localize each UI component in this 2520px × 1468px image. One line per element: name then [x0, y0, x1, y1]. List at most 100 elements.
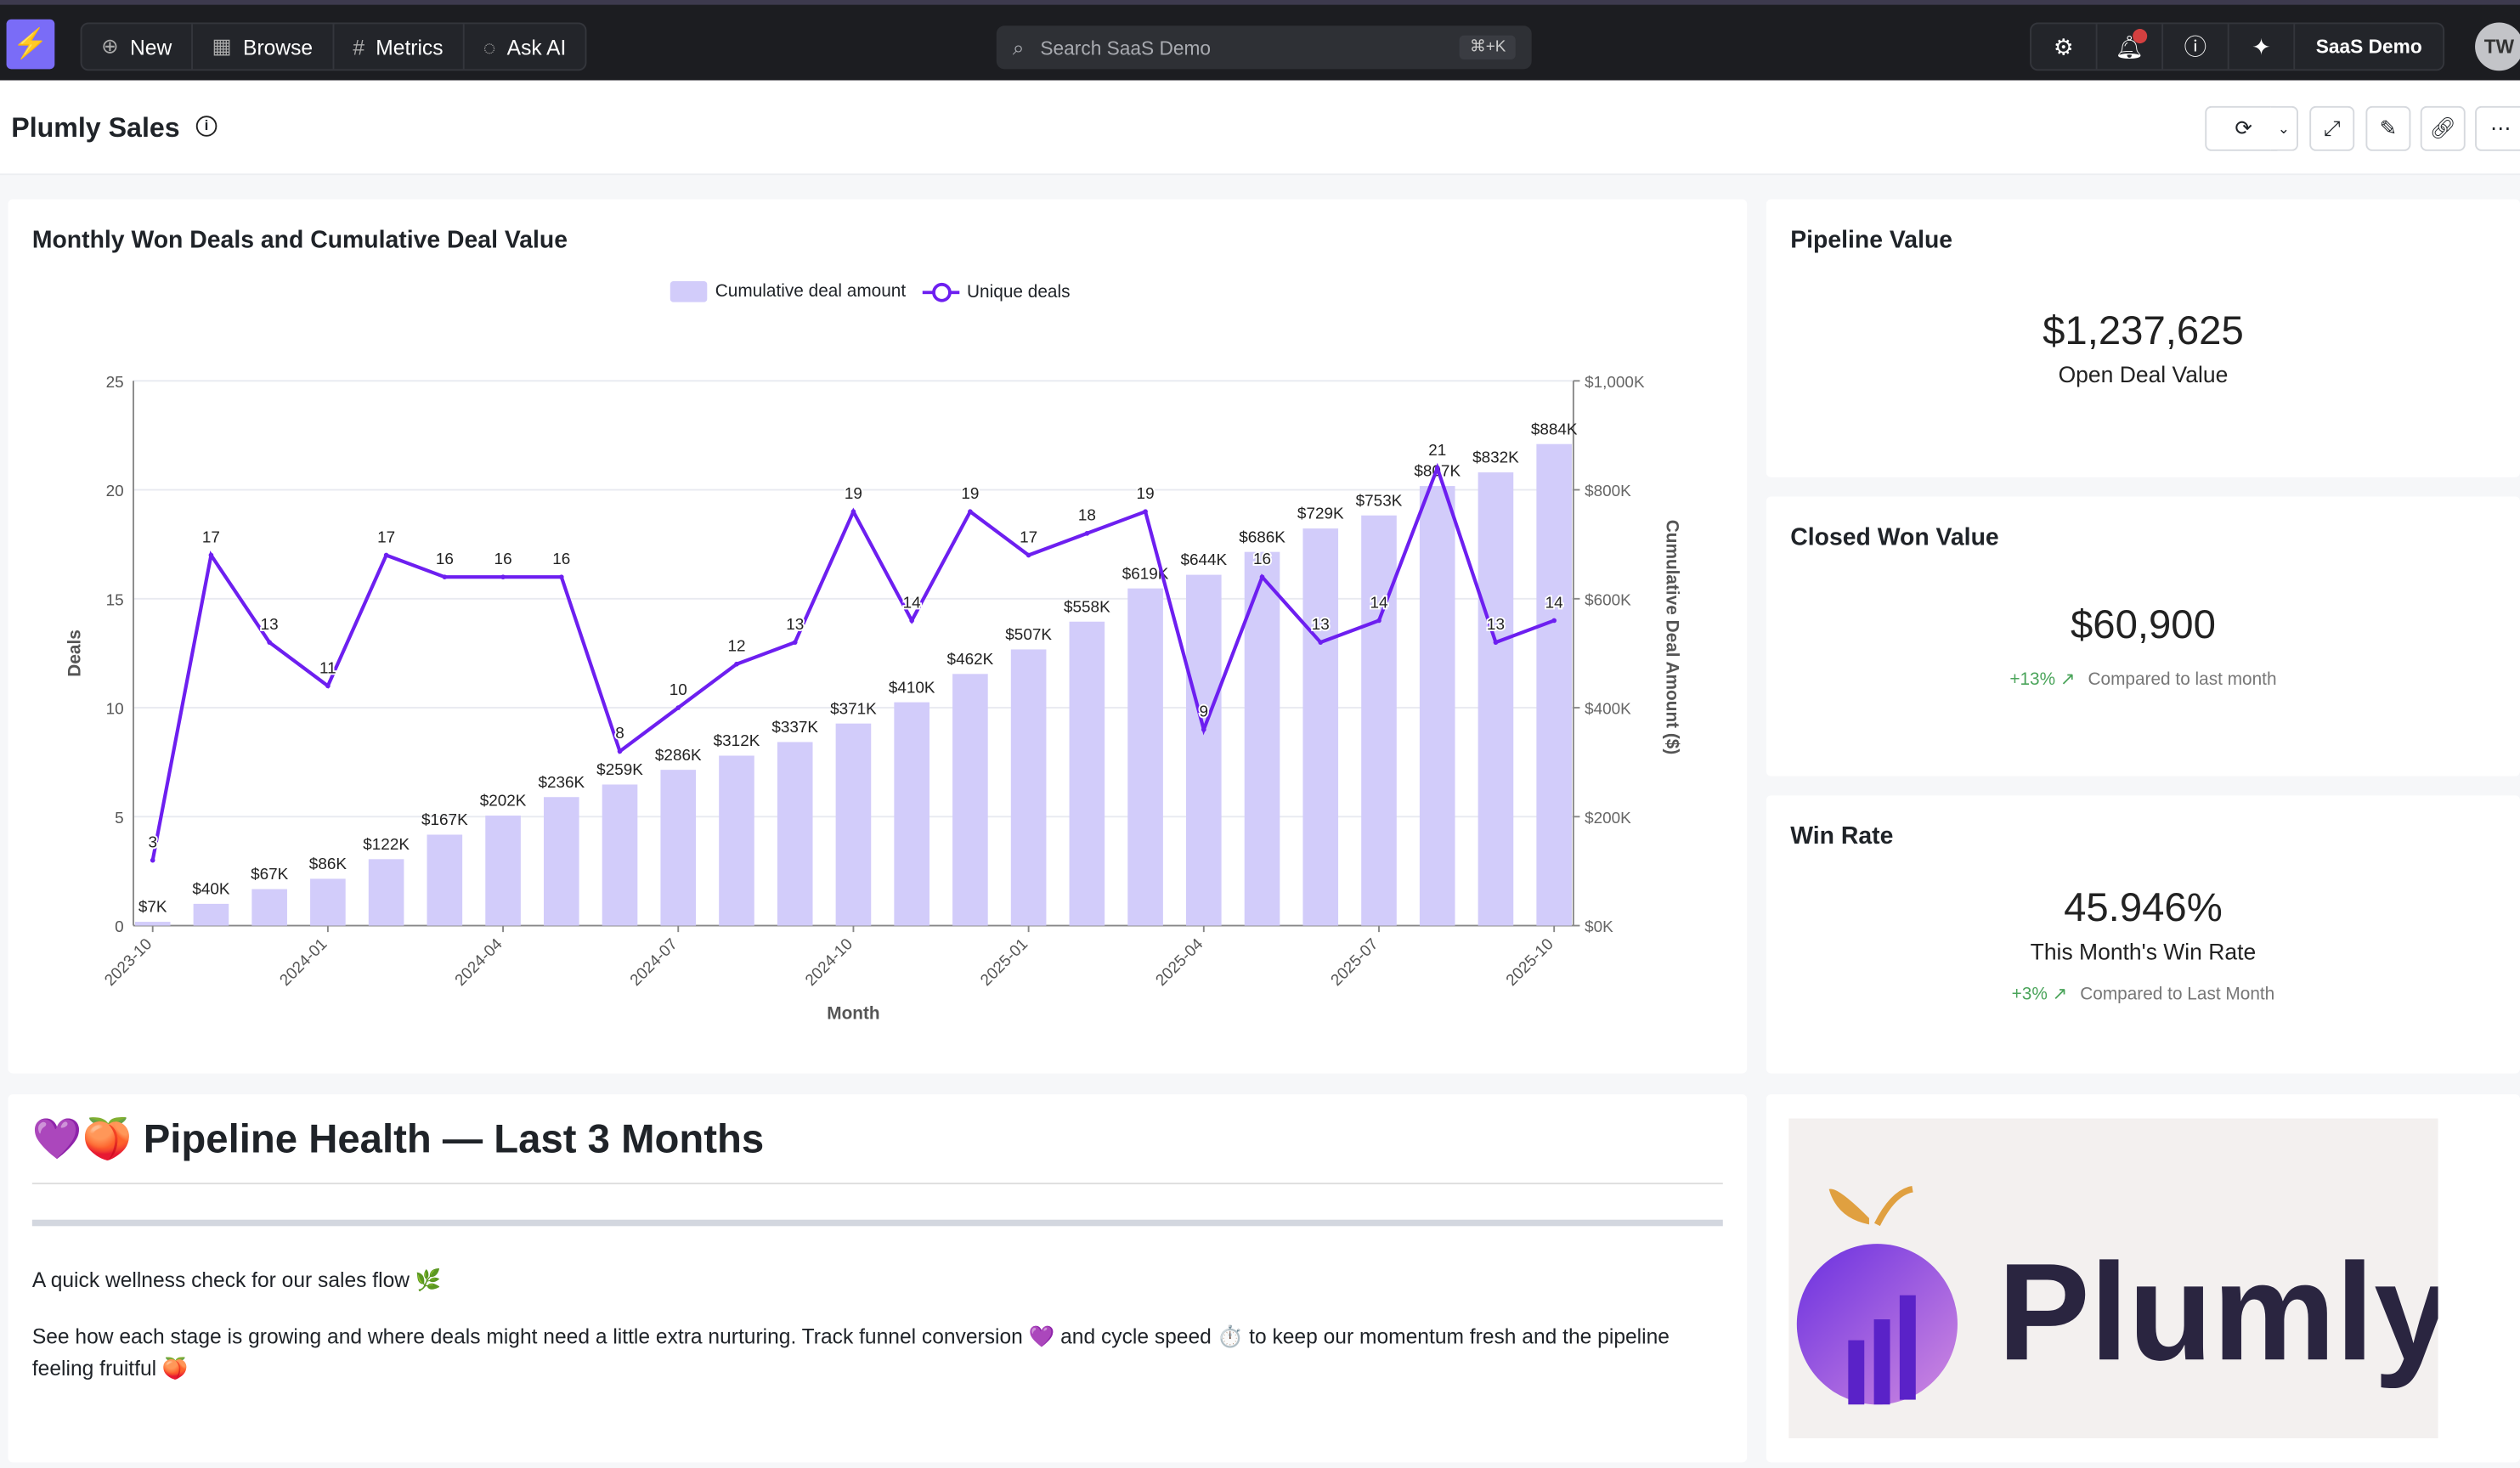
win-rate-compare-label: Compared to Last Month	[2080, 985, 2275, 1005]
bar-data-label: $558K	[1064, 598, 1110, 616]
deals-data-label: 13	[786, 616, 804, 634]
bar-data-label: $686K	[1239, 528, 1285, 546]
page-title: Plumly Sales	[11, 112, 180, 144]
deals-point	[325, 683, 331, 689]
ai-sparkle-button[interactable]: ✦	[2229, 24, 2296, 70]
bar	[1536, 443, 1572, 926]
divider	[31, 1183, 1723, 1185]
search-input[interactable]: ⌕ Search SaaS Demo ⌘+K	[996, 25, 1532, 70]
workspace-button[interactable]: SaaS Demo	[2315, 35, 2422, 59]
deals-point	[1201, 726, 1206, 732]
bar	[1419, 486, 1455, 926]
bar	[193, 903, 229, 926]
bar	[1302, 528, 1339, 926]
deals-point	[383, 552, 389, 558]
deals-point	[1318, 640, 1324, 645]
deals-point	[1376, 618, 1381, 624]
bar-data-label: $371K	[830, 700, 877, 718]
deals-data-label: 16	[494, 550, 512, 568]
deals-point	[500, 574, 506, 579]
more-button[interactable]: ⋯	[2475, 105, 2520, 151]
bar	[1478, 472, 1514, 926]
legend-label-bar: Cumulative deal amount	[715, 281, 907, 302]
browse-button[interactable]: ▦ Browse	[193, 24, 334, 70]
deals-point	[1434, 466, 1440, 471]
bar-data-label: $644K	[1180, 551, 1227, 569]
edit-button[interactable]: ✎	[2365, 105, 2411, 151]
new-label: New	[130, 34, 172, 59]
grid-icon: ▦	[212, 33, 232, 59]
refresh-dropdown[interactable]: ⌄	[2270, 105, 2298, 151]
bar	[427, 834, 463, 926]
y2-tick-label: $600K	[1585, 591, 1631, 609]
deals-data-label: 3	[148, 833, 157, 851]
settings-button[interactable]: ⚙	[2031, 24, 2098, 70]
deals-data-label: 14	[903, 594, 921, 612]
x-tick-label: 2025-04	[1152, 935, 1206, 990]
bar-data-label: $236K	[538, 774, 585, 792]
bar	[952, 674, 988, 926]
bar-data-label: $337K	[771, 719, 818, 737]
deals-point	[909, 618, 915, 624]
search-shortcut: ⌘+K	[1460, 35, 1516, 59]
chat-sparkle-icon: ◌	[483, 34, 496, 59]
help-button[interactable]: ⓘ	[2163, 24, 2229, 70]
deals-data-label: 17	[202, 528, 220, 546]
refresh-button[interactable]: ⟳	[2205, 105, 2283, 151]
deals-point	[558, 574, 564, 579]
legend-item-bar[interactable]: Cumulative deal amount	[670, 281, 906, 302]
bar-data-label: $7K	[138, 899, 167, 917]
closed-won-compare-label: Compared to last month	[2088, 669, 2277, 690]
bar	[835, 723, 872, 926]
notifications-button[interactable]: 🔔︎	[2098, 24, 2164, 70]
y-tick-label: 10	[106, 701, 124, 719]
avatar[interactable]: TW	[2475, 22, 2520, 71]
y-tick-label: 5	[115, 810, 124, 827]
closed-won-comparison: +13% ↗ Compared to last month	[1766, 669, 2520, 690]
deals-data-label: 16	[436, 550, 454, 568]
plumly-wordmark: Plumly	[1997, 1235, 2438, 1389]
fullscreen-button[interactable]: ⤢	[2309, 105, 2355, 151]
y2-tick-label: $1,000K	[1585, 374, 1645, 392]
bar	[1069, 621, 1105, 926]
sparkle-icon: ✦	[2252, 32, 2271, 59]
bar-data-label: $410K	[889, 679, 935, 697]
app-logo[interactable]: ⚡	[6, 19, 55, 70]
info-icon[interactable]: i	[195, 116, 218, 137]
bar	[660, 770, 697, 926]
bar-data-label: $202K	[480, 793, 527, 810]
deals-data-label: 19	[961, 485, 979, 503]
y2-tick-label: $0K	[1585, 918, 1613, 936]
expand-icon: ⤢	[2323, 116, 2341, 140]
bar	[602, 784, 638, 926]
y-tick-label: 0	[115, 918, 124, 936]
legend-swatch-line	[922, 282, 959, 302]
metrics-button[interactable]: # Metrics	[334, 24, 465, 70]
closed-won-title: Closed Won Value	[1790, 523, 1999, 551]
y2-axis-title: Cumulative Deal Amount ($)	[1663, 520, 1682, 755]
ask-ai-button[interactable]: ◌ Ask AI	[464, 24, 585, 69]
deals-data-label: 12	[727, 638, 745, 656]
share-link-button[interactable]: 🔗︎	[2420, 105, 2466, 151]
ask-ai-label: Ask AI	[506, 34, 567, 59]
gear-icon: ⚙	[2053, 32, 2074, 59]
deals-point	[792, 640, 798, 645]
chart-card: Monthly Won Deals and Cumulative Deal Va…	[8, 199, 1748, 1074]
top-navbar: ⚡ ⊕ New ▦ Browse # Metrics ◌ Ask AI ⌕ Search…	[0, 0, 2520, 81]
deals-data-label: 16	[1253, 550, 1271, 568]
deals-data-label: 17	[1020, 528, 1037, 546]
new-button[interactable]: ⊕ New	[82, 24, 193, 70]
y-axis-title: Deals	[65, 630, 85, 677]
bar-data-label: $507K	[1005, 626, 1052, 644]
deals-data-label: 11	[319, 659, 336, 677]
bar	[310, 878, 346, 926]
bar-data-label: $259K	[596, 761, 643, 779]
deals-point	[617, 748, 623, 754]
browse-label: Browse	[243, 34, 314, 59]
deals-point	[1084, 531, 1090, 536]
bar	[251, 889, 287, 926]
legend-item-line[interactable]: Unique deals	[922, 282, 1071, 302]
win-rate-comparison: +3% ↗ Compared to Last Month	[1766, 984, 2520, 1005]
deals-point	[734, 661, 739, 667]
